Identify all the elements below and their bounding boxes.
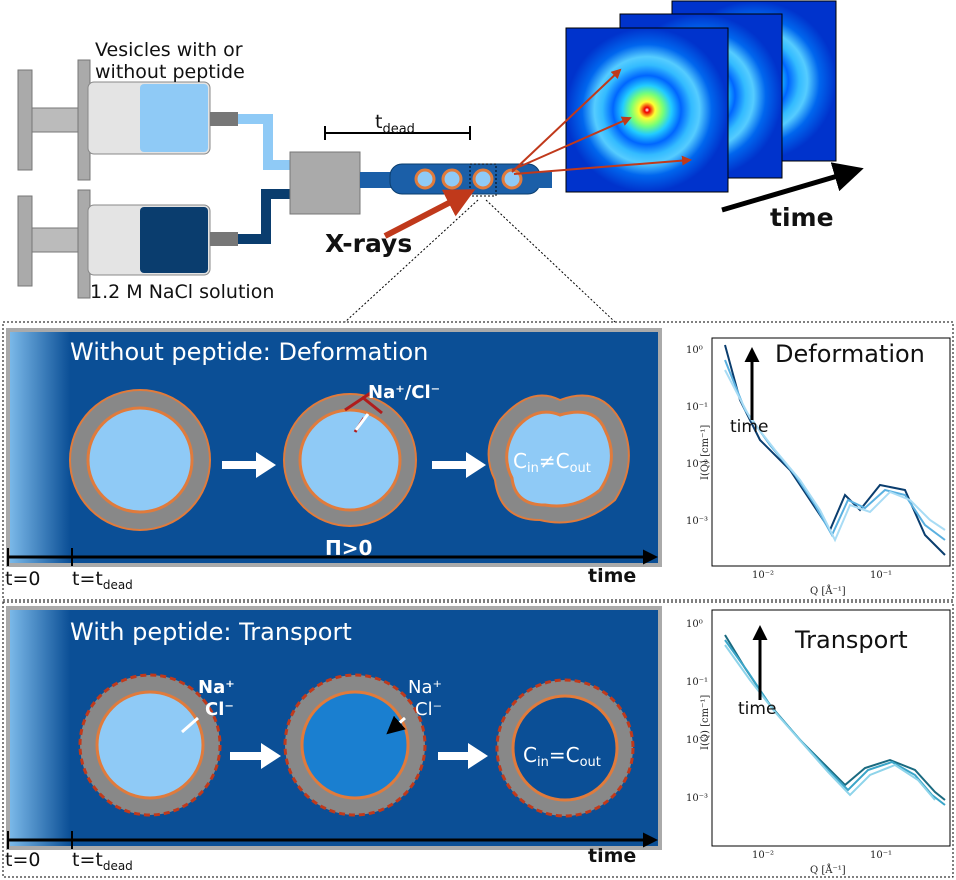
text: dead xyxy=(382,122,414,137)
text: ≠ xyxy=(539,449,556,473)
scatter-arrows xyxy=(511,68,692,175)
vesicle xyxy=(69,389,211,531)
saxs-plot xyxy=(711,337,951,567)
t0-label: t=0 xyxy=(5,849,40,871)
beam-window xyxy=(469,163,497,197)
text: out xyxy=(580,755,601,770)
panel-title: Without peptide: Deformation xyxy=(70,338,428,366)
vesicle xyxy=(283,673,427,817)
x-tick-label: 10⁻¹ xyxy=(870,850,892,861)
xray-label: X-rays xyxy=(325,229,412,258)
y-tick-label: 10⁻³ xyxy=(686,516,708,527)
tube xyxy=(538,172,552,188)
syringe-top xyxy=(17,59,292,181)
ion-label: Na⁺ xyxy=(198,677,235,698)
panel-title: With peptide: Transport xyxy=(70,618,352,646)
y-tick-label: 10⁻² xyxy=(686,459,708,470)
text: Na⁺ xyxy=(368,382,405,403)
x-axis-label: Q [Å⁻¹] xyxy=(810,585,846,597)
y-tick-label: 10⁰ xyxy=(686,619,703,630)
text: = xyxy=(549,743,566,767)
text: C xyxy=(556,449,570,473)
syringe-label: 1.2 M NaCl solution xyxy=(90,281,274,303)
ion-arrow xyxy=(181,718,406,732)
plot-arrow-label: time xyxy=(738,699,776,719)
text: t=t xyxy=(72,849,103,871)
ion-label: Na⁺/Cl⁻ xyxy=(368,382,440,403)
timeline-ticks xyxy=(7,831,73,849)
x-tick-label: 10⁻² xyxy=(752,850,774,861)
text: in xyxy=(527,461,539,476)
y-tick-label: 10⁻¹ xyxy=(686,677,708,688)
y-axis-label: I(Q) [cm⁻¹] xyxy=(700,695,711,750)
plot-label: Transport xyxy=(794,626,908,654)
mixer xyxy=(289,151,361,215)
x-tick-label: 10⁻² xyxy=(752,570,774,581)
timeline-label: time xyxy=(588,845,636,867)
y-tick-label: 10⁻² xyxy=(686,735,708,746)
syringe-bottom xyxy=(17,189,292,299)
text: out xyxy=(570,461,591,476)
x-axis-label: Q [Å⁻¹] xyxy=(810,864,846,876)
tdead-label: t=tdead xyxy=(72,568,133,592)
plot-label: Deformation xyxy=(775,340,925,368)
vesicle xyxy=(283,393,417,527)
vesicle xyxy=(495,678,635,818)
panel-frame xyxy=(2,601,954,878)
text: C xyxy=(523,743,537,767)
text: C xyxy=(513,449,527,473)
timeline-label: time xyxy=(588,565,636,587)
tdead-label: t=tdead xyxy=(72,849,133,873)
ion-arrow xyxy=(354,413,370,431)
timeline-ticks xyxy=(7,548,73,566)
plot-arrow-label: time xyxy=(730,417,768,437)
text: C xyxy=(566,743,580,767)
text: t=t xyxy=(72,568,103,590)
dead-time-label: tdead xyxy=(375,111,415,137)
vesicle-deformed xyxy=(487,394,630,524)
y-tick-label: 10⁻³ xyxy=(686,793,708,804)
panel-frame xyxy=(2,321,954,601)
t0-label: t=0 xyxy=(5,568,40,590)
text: in xyxy=(537,755,549,770)
zoom-lines xyxy=(344,199,616,323)
text: dead xyxy=(103,578,133,592)
ion-label: Cl⁻ xyxy=(415,699,442,720)
inflow-edge xyxy=(10,610,70,846)
time-arrow xyxy=(721,162,864,213)
syringe-label: Vesicles with or xyxy=(95,39,243,61)
text: t xyxy=(375,111,382,133)
scattering-images xyxy=(565,0,837,193)
concentration-label: Cin≠Cout xyxy=(513,449,591,476)
syringe-label: without peptide xyxy=(95,61,245,83)
capillary-vesicles xyxy=(414,168,523,190)
dead-time-bracket xyxy=(324,126,471,140)
y-tick-label: 10⁰ xyxy=(686,345,703,356)
y-axis-label: I(Q) [cm⁻¹] xyxy=(700,425,711,480)
vesicle xyxy=(78,673,222,817)
ion-label: Cl⁻ xyxy=(205,699,234,720)
saxs-plot xyxy=(711,609,951,847)
xray-arrow xyxy=(383,189,476,239)
text: Cl⁻ xyxy=(411,382,440,403)
x-tick-label: 10⁻¹ xyxy=(870,570,892,581)
ion-label: Na⁺ xyxy=(408,677,442,698)
text: / xyxy=(405,382,412,403)
inflow-edge xyxy=(10,332,70,563)
text: dead xyxy=(103,859,133,873)
time-label: time xyxy=(770,203,834,232)
concentration-label: Cin=Cout xyxy=(523,743,601,770)
y-tick-label: 10⁻¹ xyxy=(686,402,708,413)
